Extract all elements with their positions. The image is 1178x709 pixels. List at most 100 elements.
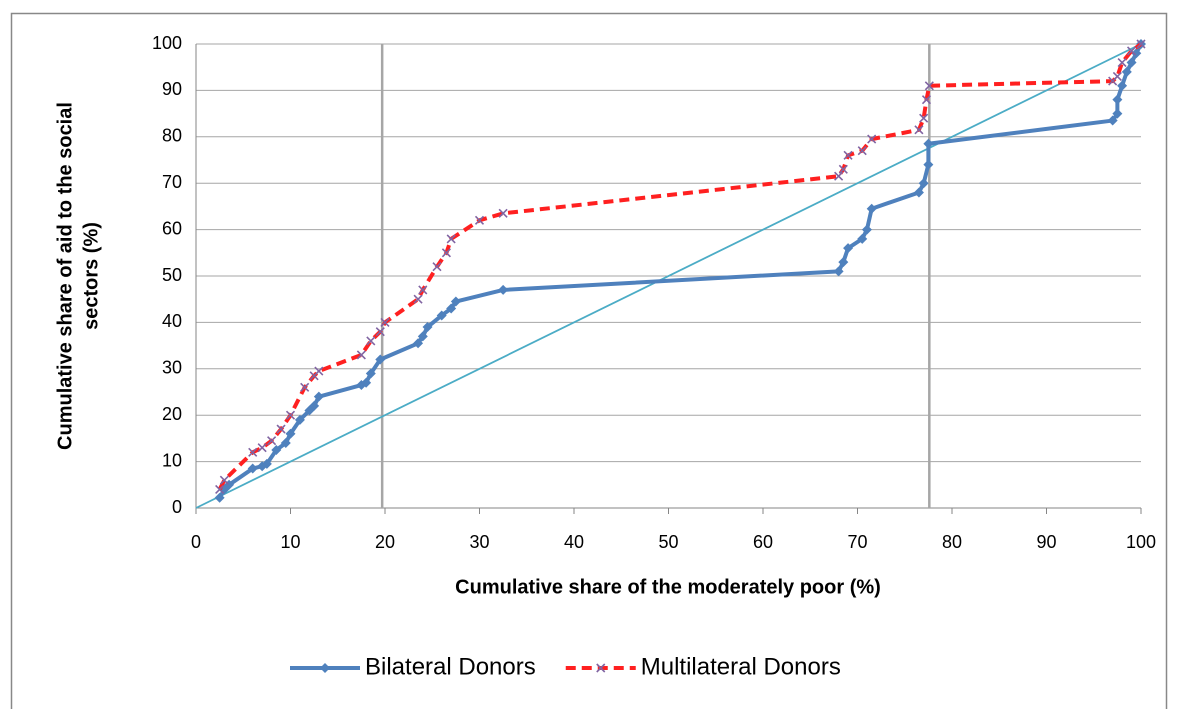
data-line [217, 42, 1143, 491]
y-axis-title: sectors (%) [80, 222, 102, 330]
marker [857, 146, 867, 156]
y-tick-label: 60 [162, 218, 182, 238]
marker [918, 178, 929, 189]
legend-label: Multilateral Donors [641, 653, 841, 680]
x-tick-label: 0 [191, 532, 201, 552]
y-tick-label: 0 [172, 497, 182, 517]
legend-label: Bilateral Donors [365, 653, 536, 680]
marker [1121, 66, 1132, 77]
marker [413, 294, 423, 304]
marker [498, 208, 508, 218]
x-tick-label: 50 [658, 532, 678, 552]
y-tick-label: 90 [162, 79, 182, 99]
marker [914, 125, 924, 135]
y-tick-label: 30 [162, 358, 182, 378]
marker [1112, 94, 1123, 105]
marker [314, 366, 324, 376]
marker [413, 338, 424, 349]
marker [313, 391, 324, 402]
marker [921, 95, 932, 105]
marker [432, 262, 442, 272]
marker [309, 400, 320, 411]
marker [276, 424, 286, 434]
y-tick-label: 10 [162, 450, 182, 470]
marker [418, 285, 428, 295]
y-tick-label: 50 [162, 265, 182, 285]
x-tick-label: 70 [847, 532, 867, 552]
x-tick-label: 40 [564, 532, 584, 552]
marker [248, 447, 258, 457]
marker [375, 354, 386, 365]
marker [843, 150, 853, 160]
marker [857, 233, 868, 244]
marker [300, 382, 310, 392]
marker [1126, 57, 1137, 68]
marker [923, 159, 934, 170]
marker [1136, 39, 1146, 49]
marker [320, 663, 330, 673]
marker [271, 445, 282, 455]
y-tick-label: 70 [162, 172, 182, 192]
y-tick-label: 40 [162, 311, 182, 331]
marker [375, 327, 385, 337]
marker [919, 113, 929, 123]
marker [1107, 115, 1118, 126]
y-tick-label: 100 [152, 33, 182, 53]
x-tick-label: 60 [753, 532, 773, 552]
marker [1131, 48, 1142, 59]
marker [446, 234, 456, 244]
marker [913, 187, 924, 198]
marker [498, 284, 509, 295]
marker [867, 134, 877, 144]
x-tick-label: 80 [942, 532, 962, 552]
marker [365, 368, 376, 379]
marker [280, 438, 291, 449]
x-tick-label: 100 [1126, 532, 1156, 552]
equality-line [195, 43, 1142, 509]
marker [838, 257, 849, 268]
marker [1112, 71, 1122, 82]
marker [1117, 80, 1128, 91]
marker [214, 492, 225, 503]
marker [843, 243, 854, 254]
marker [294, 414, 305, 425]
marker [219, 475, 229, 485]
marker [441, 248, 451, 258]
y-tick-label: 20 [162, 404, 182, 424]
marker [247, 463, 258, 474]
marker [267, 436, 277, 446]
marker [450, 296, 461, 307]
marker [380, 317, 390, 327]
y-axis-title: Cumulative share of aid to the social [54, 102, 76, 450]
marker [838, 164, 848, 174]
marker [1126, 46, 1137, 56]
marker [474, 215, 485, 225]
x-tick-label: 10 [280, 532, 300, 552]
marker [833, 266, 844, 277]
marker [261, 458, 272, 469]
marker [366, 336, 376, 346]
marker [866, 203, 877, 214]
marker [446, 303, 457, 314]
x-tick-label: 30 [469, 532, 489, 552]
marker [285, 428, 296, 439]
y-tick-label: 80 [162, 126, 182, 146]
marker [361, 377, 372, 388]
marker [215, 484, 225, 495]
marker [436, 310, 447, 321]
marker [924, 81, 934, 91]
x-axis-title: Cumulative share of the moderately poor … [455, 576, 881, 598]
marker [834, 171, 844, 181]
marker [285, 410, 296, 420]
chart-frame [10, 12, 1168, 709]
marker [356, 350, 366, 360]
marker [596, 663, 606, 673]
marker [861, 224, 872, 235]
marker [422, 322, 433, 333]
marker [257, 443, 267, 453]
marker [417, 331, 428, 342]
marker [1117, 57, 1127, 68]
marker [1112, 108, 1123, 119]
x-tick-label: 20 [375, 532, 395, 552]
